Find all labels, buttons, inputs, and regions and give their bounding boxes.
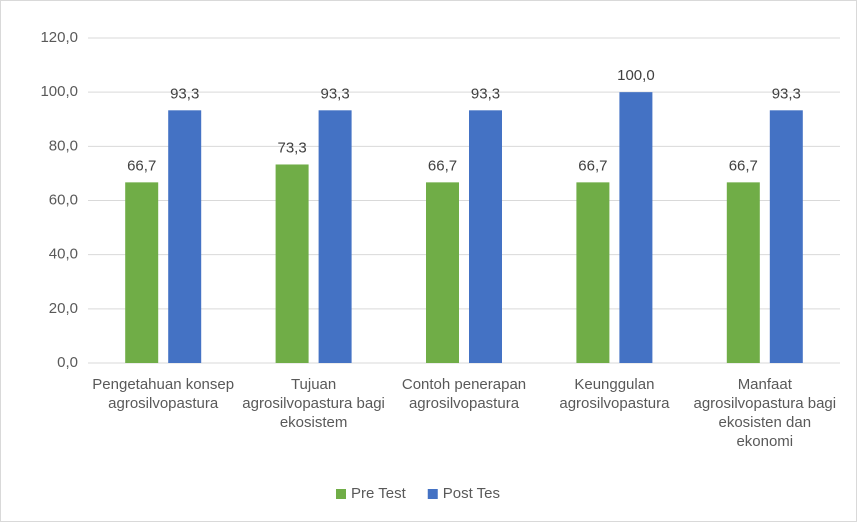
data-label: 93,3	[170, 85, 199, 102]
y-tick-label: 0,0	[57, 354, 78, 371]
data-label: 66,7	[428, 157, 457, 174]
y-tick-label: 120,0	[40, 29, 78, 46]
data-label: 66,7	[729, 157, 758, 174]
legend-label: Post Tes	[443, 485, 500, 502]
bar	[275, 164, 309, 363]
y-tick-label: 60,0	[49, 191, 78, 208]
bar	[726, 182, 760, 363]
legend-label: Pre Test	[351, 485, 407, 502]
bar	[318, 110, 352, 363]
y-tick-label: 20,0	[49, 300, 78, 317]
bar	[619, 92, 653, 364]
bar	[426, 182, 459, 363]
bar	[125, 182, 159, 363]
legend-swatch	[336, 489, 346, 499]
data-label: 66,7	[127, 157, 156, 174]
y-tick-label: 40,0	[49, 246, 78, 263]
data-label: 100,0	[617, 67, 655, 84]
data-label: 93,3	[772, 85, 801, 102]
x-tick-label: Tujuan agrosilvopastura bagi ekosistem	[242, 376, 385, 431]
x-tick-label: Pengetahuan konsep agrosilvopastura	[92, 376, 235, 412]
bar	[469, 110, 502, 363]
data-label: 93,3	[320, 85, 349, 102]
data-label: 66,7	[578, 157, 607, 174]
bar	[168, 110, 202, 363]
legend-swatch	[427, 489, 438, 499]
data-label: 73,3	[277, 139, 306, 156]
y-tick-label: 100,0	[40, 83, 78, 100]
x-tick-label: Manfaat agrosilvopastura bagi ekosisten …	[693, 376, 837, 450]
y-tick-label: 80,0	[49, 137, 78, 154]
x-tick-label: Keunggulan agrosilvopastura	[559, 376, 670, 412]
data-label: 93,3	[471, 85, 500, 102]
x-tick-label: Contoh penerapan agrosilvopastura	[401, 376, 527, 412]
bar	[769, 110, 803, 363]
bar	[576, 182, 610, 363]
